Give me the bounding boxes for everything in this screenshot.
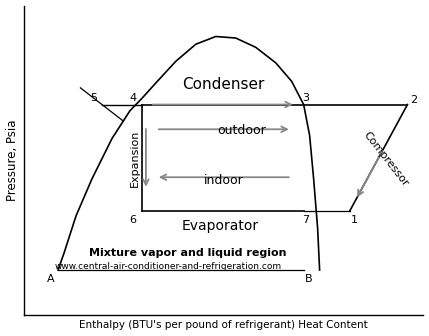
Text: 4: 4 — [130, 93, 137, 103]
Text: 2: 2 — [410, 95, 417, 105]
Text: Evaporator: Evaporator — [181, 219, 258, 233]
Text: 6: 6 — [130, 215, 136, 225]
Text: www.central-air-conditioner-and-refrigeration.com: www.central-air-conditioner-and-refriger… — [54, 262, 281, 271]
Text: 3: 3 — [302, 93, 309, 103]
Text: 7: 7 — [302, 215, 309, 225]
Text: B: B — [305, 274, 312, 284]
Text: indoor: indoor — [204, 174, 244, 187]
Text: 5: 5 — [90, 93, 97, 103]
Text: Condenser: Condenser — [183, 77, 265, 92]
Y-axis label: Pressure, Psia: Pressure, Psia — [6, 120, 18, 201]
Text: A: A — [47, 274, 54, 284]
Text: Expansion: Expansion — [130, 130, 140, 187]
Text: Mixture vapor and liquid region: Mixture vapor and liquid region — [89, 248, 287, 258]
Text: 1: 1 — [351, 215, 358, 225]
Text: Compressor: Compressor — [361, 129, 410, 188]
Text: outdoor: outdoor — [218, 124, 266, 137]
X-axis label: Enthalpy (BTU's per pound of refrigerant) Heat Content: Enthalpy (BTU's per pound of refrigerant… — [79, 321, 368, 330]
